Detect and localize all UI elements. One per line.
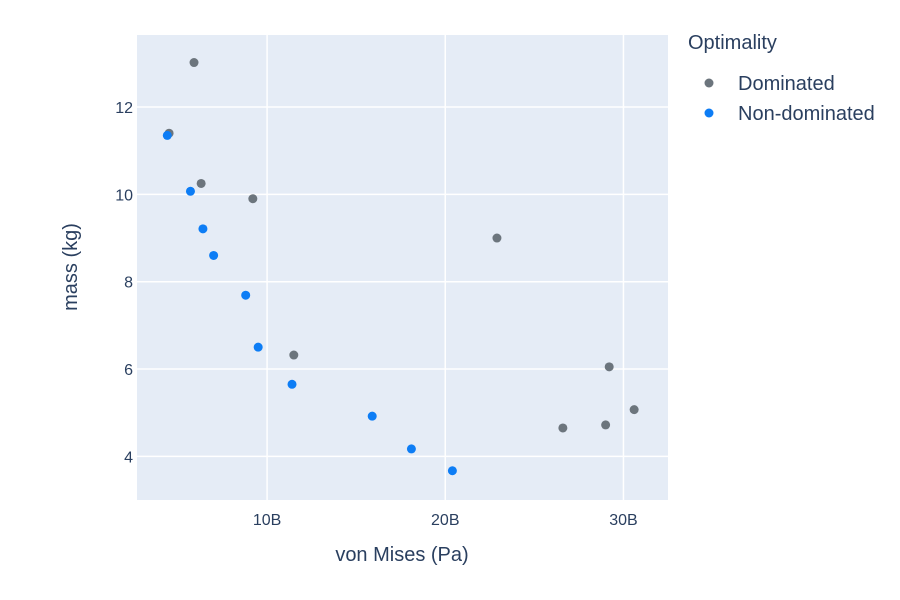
scatter-point[interactable] [367,411,377,421]
x-axis-title: von Mises (Pa) [335,544,468,566]
legend-label: Non-dominated [738,103,875,125]
legend-item[interactable]: Dominated [704,73,835,95]
scatter-point[interactable] [601,420,611,430]
data-points [162,58,639,476]
series-non-dominated [162,130,457,476]
scatter-point[interactable] [604,362,614,372]
y-tick-label: 10 [115,187,133,204]
x-tick-label: 30B [609,512,637,529]
scatter-point[interactable] [289,350,299,360]
legend-label: Dominated [738,73,835,95]
scatter-point[interactable] [492,233,502,243]
y-axis-title: mass (kg) [60,223,82,311]
scatter-point[interactable] [253,342,263,352]
x-tick-label: 10B [253,512,281,529]
scatter-point[interactable] [189,58,199,68]
scatter-point[interactable] [196,178,206,188]
legend-marker [704,78,714,88]
legend: Optimality Dominated Non-dominated [688,32,875,125]
scatter-point[interactable] [185,186,195,196]
y-tick-label: 4 [124,449,133,466]
legend-title: Optimality [688,32,777,54]
legend-marker [704,108,714,118]
gridlines [137,35,668,500]
tick-labels: 10B 20B 30B 4 6 8 10 12 [115,100,637,529]
scatter-point[interactable] [248,194,258,204]
scatter-point[interactable] [209,250,219,260]
scatter-point[interactable] [558,423,568,433]
x-tick-label: 20B [431,512,459,529]
scatter-point[interactable] [406,444,416,454]
scatter-point[interactable] [629,405,639,415]
y-tick-label: 12 [115,100,133,117]
scatter-point[interactable] [447,466,457,476]
plot-area [137,35,668,500]
scatter-point[interactable] [198,224,208,234]
scatter-point[interactable] [162,130,172,140]
y-tick-label: 6 [124,362,133,379]
scatter-point[interactable] [241,290,251,300]
legend-item[interactable]: Non-dominated [704,103,875,125]
scatter-point[interactable] [287,379,297,389]
y-tick-label: 8 [124,275,133,292]
